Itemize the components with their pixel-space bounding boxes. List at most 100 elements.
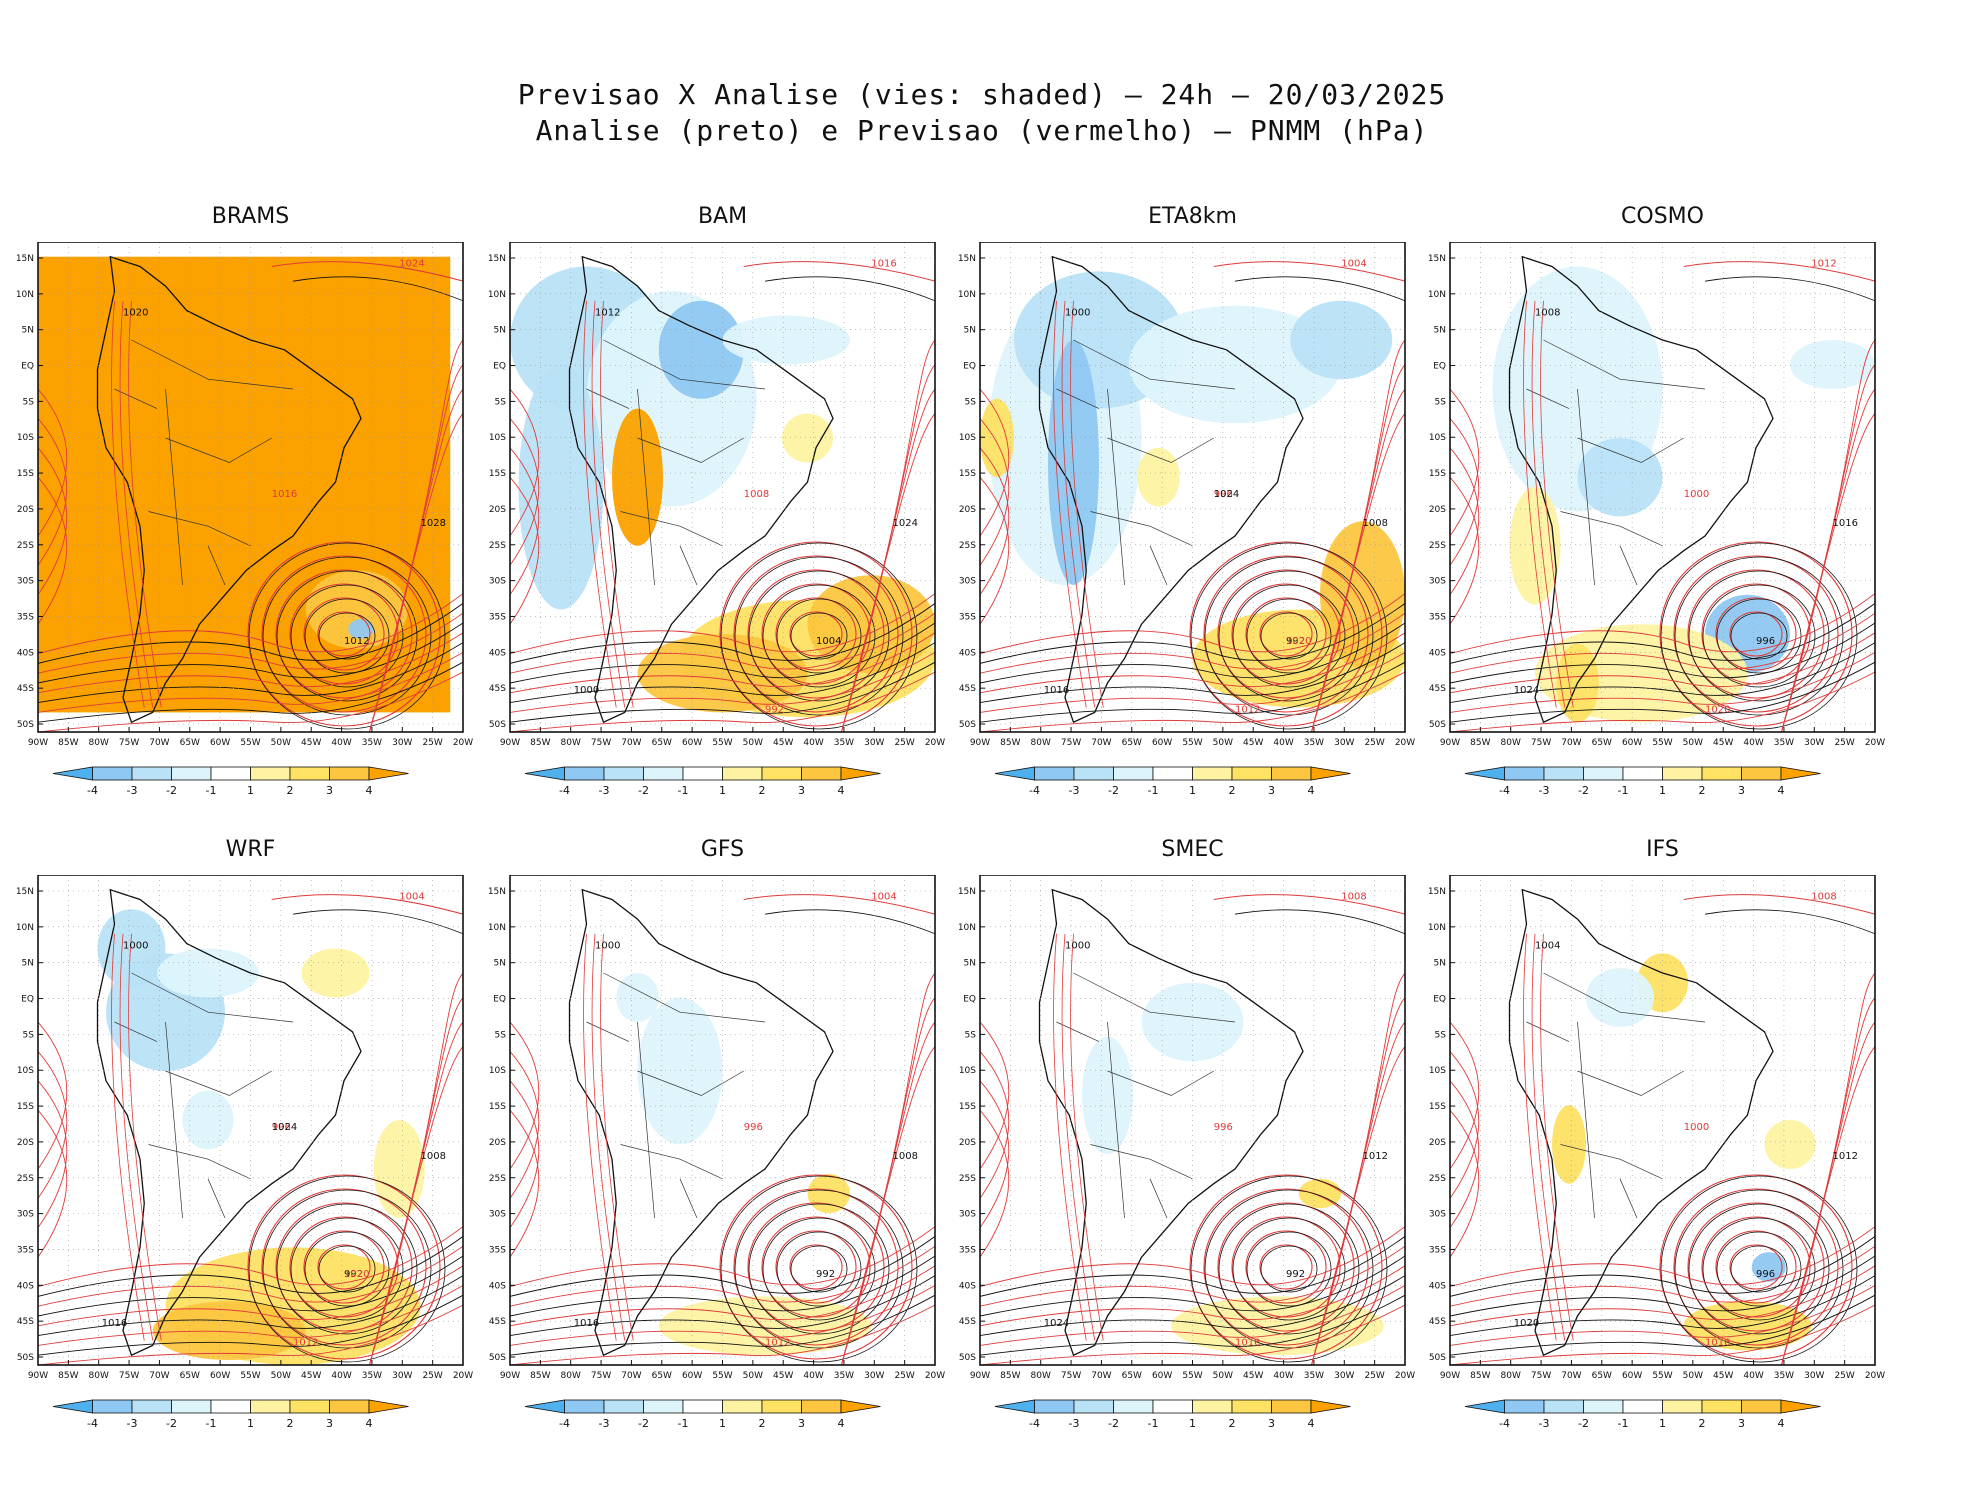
lon-tick-label: 90W <box>28 738 48 748</box>
lon-tick-label: 30W <box>1804 1371 1824 1381</box>
bias-area <box>373 1120 425 1218</box>
colorbar-segment <box>1271 766 1312 781</box>
analysis-isobar <box>304 598 390 674</box>
lon-tick-label: 75W <box>591 1371 611 1381</box>
isobar-line <box>510 1294 935 1356</box>
contour-label: 1004 <box>1341 259 1366 270</box>
colorbar-label: 4 <box>1778 1417 1785 1430</box>
colorbar-segment <box>761 766 802 781</box>
continent-outline <box>568 255 834 724</box>
map-frame <box>509 242 936 733</box>
analysis-isobar <box>1716 598 1802 674</box>
colorbar-label: 1 <box>1189 1417 1196 1430</box>
lon-tick-label: 35W <box>1774 1371 1794 1381</box>
colorbar-label: 2 <box>1699 1417 1706 1430</box>
colorbar-segment <box>1152 1399 1193 1414</box>
lon-tick-label: 50W <box>1213 738 1233 748</box>
contour-label: 1004 <box>871 892 896 903</box>
colorbar-label: 3 <box>1268 784 1275 797</box>
forecast-isobar <box>1231 1216 1341 1318</box>
country-border <box>1149 1178 1168 1219</box>
colorbar-arrow-right <box>368 1399 409 1414</box>
isobar-line <box>38 1265 463 1327</box>
lon-tick-label: 75W <box>1061 1371 1081 1381</box>
lat-tick-label: 25S <box>489 1174 506 1184</box>
isobar-line <box>980 1265 1405 1327</box>
lat-tick-label: 15S <box>1429 1102 1446 1112</box>
isobar-line <box>980 447 1010 596</box>
colorbar-segment <box>1504 1399 1545 1414</box>
lat-tick-label: 5S <box>1435 397 1447 407</box>
colorbar-label: -3 <box>127 784 138 797</box>
country-border <box>1056 388 1100 409</box>
lat-tick-label: 15N <box>958 887 976 897</box>
colorbar-segment <box>1113 1399 1154 1414</box>
colorbar-segment <box>1034 766 1075 781</box>
lon-tick-label: 40W <box>331 738 351 748</box>
lat-tick-label: 30S <box>959 577 976 587</box>
lon-tick-label: 45W <box>1713 1371 1733 1381</box>
forecast-isobar <box>1715 1230 1797 1304</box>
analysis-isobar <box>1190 542 1388 730</box>
lat-tick-label: 15N <box>16 254 34 264</box>
colorbar-segment <box>722 766 763 781</box>
isobar-line <box>510 1255 935 1317</box>
colorbar-segment <box>1622 766 1663 781</box>
isobar-line <box>38 1051 68 1199</box>
isobar-line <box>980 1080 1010 1229</box>
lon-tick-label: 50W <box>1213 1371 1233 1381</box>
lon-tick-label: 45W <box>1243 1371 1263 1381</box>
country-border <box>1577 1021 1595 1219</box>
lon-tick-label: 60W <box>682 738 702 748</box>
colorbar-label: -2 <box>1108 1417 1119 1430</box>
isobar-line <box>743 261 935 282</box>
colorbar-label: -1 <box>678 1417 689 1430</box>
isobar-line <box>980 1275 1405 1337</box>
isobar-line <box>841 339 935 732</box>
colorbar-segment <box>682 1399 723 1414</box>
lat-tick-label: 20S <box>489 505 506 515</box>
lon-tick-label: 45W <box>1243 738 1263 748</box>
colorbar-label: 1 <box>719 1417 726 1430</box>
isobar-line <box>510 593 935 655</box>
colorbar-segment <box>801 766 842 781</box>
lon-tick-label: 80W <box>561 1371 581 1381</box>
lon-tick-label: 70W <box>621 1371 641 1381</box>
lat-tick-label: 25S <box>17 541 34 551</box>
isobar-line <box>764 909 935 935</box>
lon-tick-label: 35W <box>1304 1371 1324 1381</box>
lon-tick-label: 85W <box>530 738 550 748</box>
map-panel: 992 996 1000 1004 1008 1012 1016 15N 10N 5N EQ 5S 10… <box>488 875 945 1430</box>
colorbar-segment <box>603 1399 644 1414</box>
forecast-isobar <box>1189 541 1383 727</box>
colorbar-label: 1 <box>1659 1417 1666 1430</box>
isobar-line <box>38 1021 68 1170</box>
lat-tick-label: 40S <box>1429 1281 1446 1291</box>
lon-tick-label: 80W <box>1031 1371 1051 1381</box>
map-panel: 1012 1016 1020 1024 1028 15N 10N 5N EQ 5S 10S 15S 20… <box>16 242 473 797</box>
forecast-isobar <box>1189 1174 1383 1360</box>
country-border <box>165 1021 183 1219</box>
lat-tick-label: 45S <box>959 1317 976 1327</box>
forecast-isobar <box>1070 933 1104 1341</box>
colorbar-label: 2 <box>759 1417 766 1430</box>
isobar-line <box>980 661 1405 723</box>
forecast-isobar <box>128 300 162 708</box>
country-border <box>637 1070 744 1096</box>
isobar-line <box>1450 418 1480 566</box>
lat-tick-label: 10S <box>959 1066 976 1076</box>
continent-outline <box>568 888 834 1357</box>
colorbar-arrow-right <box>840 766 881 781</box>
bias-area <box>1298 1178 1342 1209</box>
forecast-isobar <box>1070 300 1104 708</box>
colorbar-label: -1 <box>206 1417 217 1430</box>
bias-area <box>616 973 659 1022</box>
forecast-isobar <box>1531 300 1566 708</box>
isobar-line <box>980 603 1405 664</box>
colorbar-segment <box>1271 1399 1312 1414</box>
lon-tick-label: 90W <box>1440 738 1460 748</box>
forecast-isobar <box>303 597 385 671</box>
colorbar-arrow-right <box>840 1399 881 1414</box>
lon-tick-label: 35W <box>1304 738 1324 748</box>
contour-label: 1000 <box>1065 308 1090 319</box>
